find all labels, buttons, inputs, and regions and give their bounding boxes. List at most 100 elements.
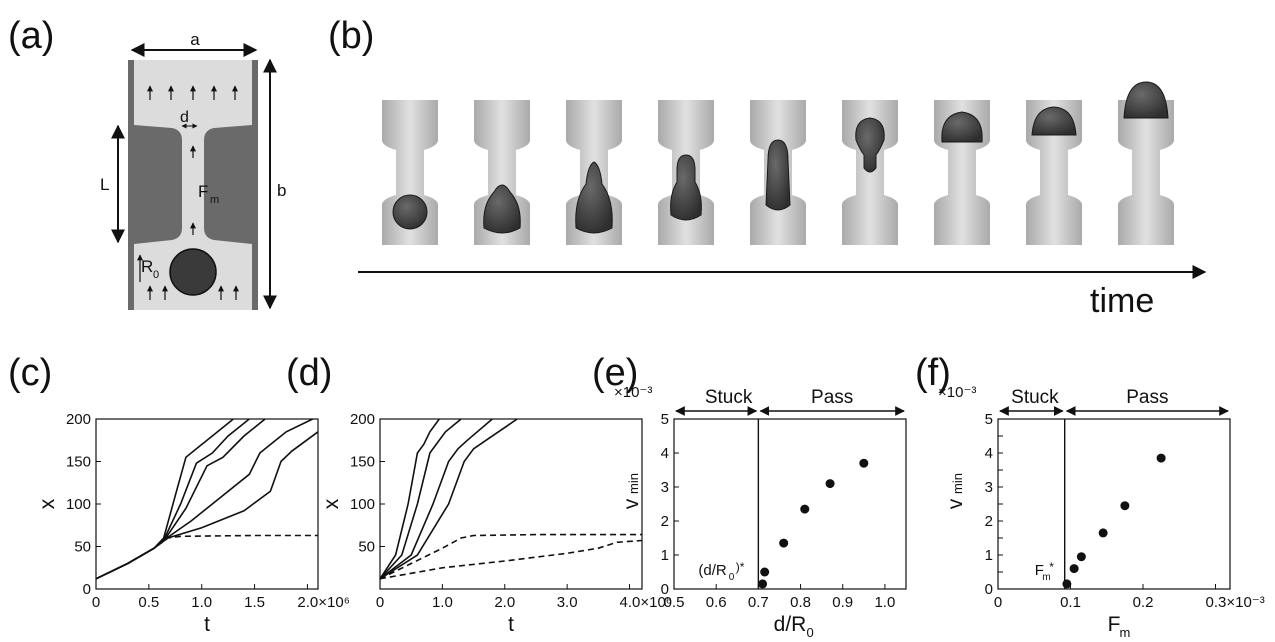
droplet [941,111,983,143]
label-R-sub: 0 [153,269,159,281]
y-tick-label: 1 [661,547,669,564]
y-tick-label: 200 [350,411,375,428]
x-axis-label: t [204,613,210,636]
x-tick-label: 4.0×10⁶ [620,594,672,611]
series-line-5 [95,431,319,580]
y-tick-label: 150 [66,454,91,471]
threshold-label: F [1035,562,1044,579]
data-point [758,579,768,589]
droplet [575,161,613,234]
droplet [765,139,791,211]
panel-label-e: (e) [592,352,638,394]
data-point [859,458,869,468]
droplet [1031,106,1077,136]
series-line-1 [95,418,234,580]
channel-schematic: a b L d F m R 0 [100,30,286,310]
chart-c: 0 0.5 1.0 1.5 2.0×10⁶ 0 50 100 150 200 t x [36,411,350,636]
y-tick-label: 150 [350,454,375,471]
droplet [855,117,885,173]
frame-5 [750,100,806,245]
frame-9 [1118,81,1174,245]
x-tick-label: 1.0 [874,594,895,611]
x-tick-label: 0 [376,594,384,611]
y-axis-label-sub: min [950,473,965,494]
series-line-2 [95,418,250,580]
channel-frame [1026,100,1082,245]
label-F-sub: m [210,194,219,206]
time-sequence [382,81,1174,245]
y-tick-label: 4 [985,445,993,462]
y-tick-label: 5 [985,411,993,428]
frame-3 [566,100,622,245]
label-F: F [198,182,208,201]
frame-6 [842,100,898,245]
x-tick-label: 0.8 [790,594,811,611]
x-tick-label: 0.7 [748,594,769,611]
threshold-label-sub: m [1042,572,1050,583]
scale-note: ×10⁻³ [938,384,976,401]
x-tick-label: 2.0×10⁶ [297,594,349,611]
x-axis-label-sub: 0 [807,625,814,637]
x-tick-label: 0 [994,594,1002,611]
plot-frame [673,418,907,590]
threshold-label-tail: * [1049,560,1054,574]
label-a: a [190,30,200,49]
x-tick-label: 0.6 [706,594,727,611]
panel-label-c: (c) [8,352,52,394]
droplet [483,184,521,234]
y-axis-label: x [36,498,59,509]
series-line-4 [379,418,518,580]
data-point [1098,528,1108,538]
x-tick-label: 1.5 [244,594,265,611]
y-tick-label: 3 [661,479,669,496]
x-tick-label: 0.5 [138,594,159,611]
threshold-label-tail: )* [736,560,745,574]
data-point [1069,564,1079,574]
frame-8 [1026,100,1082,245]
series-line-1 [379,418,440,580]
y-tick-label: 100 [350,496,375,513]
series-line-3 [379,418,493,580]
y-tick-label: 50 [74,539,91,556]
label-L: L [100,175,109,194]
data-point [1120,501,1130,511]
y-axis-label: v [620,498,643,509]
x-tick-label: 0 [92,594,100,611]
data-point [1076,552,1086,562]
x-axis-label: d/R [774,613,807,636]
data-point [1156,453,1166,463]
y-axis-label: x [320,498,343,509]
x-tick-label: 1.0 [191,594,212,611]
y-tick-label: 0 [985,581,993,598]
data-point [1062,579,1072,589]
x-tick-label: 0.5 [664,594,685,611]
chart-f: 0 0.1 0.2 0.3×10⁻³ 0 1 2 3 4 5 F m v min ×10⁻³ Stuck Pas… [938,384,1265,640]
y-tick-label: 3 [985,479,993,496]
label-b: b [277,181,286,200]
droplet [392,194,428,230]
x-tick-label: 1.0 [432,594,453,611]
y-tick-label: 4 [661,445,669,462]
x-axis-label: t [508,613,514,636]
y-tick-label: 0 [83,581,91,598]
data-point [779,538,789,548]
x-tick-label: 0.2 [1133,594,1154,611]
y-tick-label: 100 [66,496,91,513]
series-line-6 [379,539,643,580]
label-d: d [180,109,189,126]
region-label-pass: Pass [811,387,853,408]
panel-label-f: (f) [915,352,951,394]
plot-frame [997,418,1231,590]
y-tick-label: 2 [985,513,993,530]
frame-1 [382,100,438,245]
panel-label-b: (b) [328,15,374,57]
series-line-2 [379,418,462,580]
y-axis-label: v [944,498,967,509]
x-tick-label: 2.0 [494,594,515,611]
label-R: R [141,257,153,276]
droplet-schematic [169,248,217,296]
series-line-3 [95,418,266,580]
y-tick-label: 50 [358,539,375,556]
